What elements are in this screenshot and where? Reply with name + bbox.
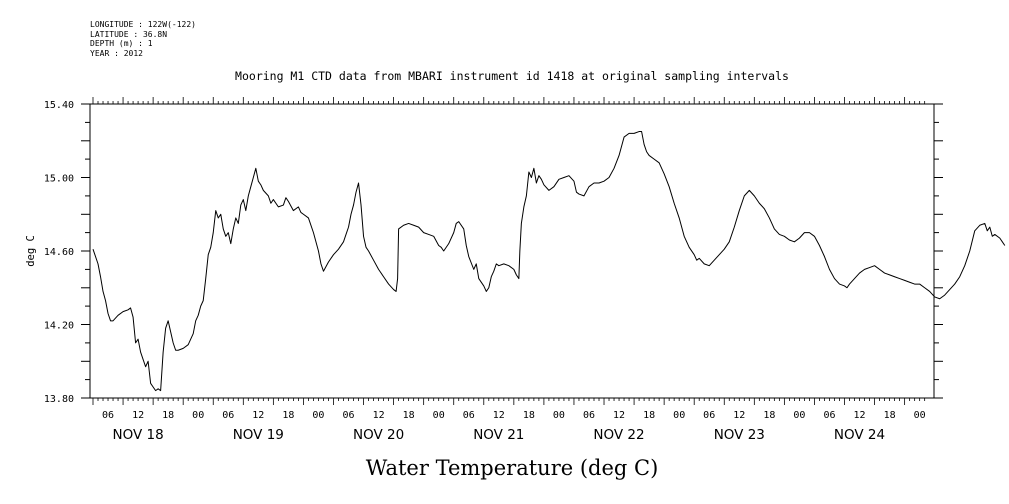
x-tick-label: 12 — [373, 410, 385, 421]
x-tick-label: 12 — [613, 410, 625, 421]
x-tick-label: 06 — [823, 410, 835, 421]
day-label: NOV 24 — [834, 427, 885, 443]
x-tick-label: 06 — [583, 410, 595, 421]
x-tick-label: 06 — [463, 410, 475, 421]
latitude-label: LATITUDE : 36.8N — [90, 29, 168, 39]
depth-label: DEPTH (m) : 1 — [90, 39, 153, 48]
x-tick-label: 18 — [523, 410, 535, 421]
x-tick-label: 12 — [853, 410, 865, 421]
x-tick-label: 12 — [252, 410, 264, 421]
x-tick-label: 18 — [162, 410, 174, 421]
x-axis-label: Water Temperature (deg C) — [366, 456, 659, 480]
series-line — [92, 131, 1006, 392]
x-tick-label: 00 — [793, 410, 805, 421]
x-tick-label: 06 — [703, 410, 715, 421]
day-label: NOV 20 — [353, 427, 404, 443]
x-tick-label: 00 — [553, 410, 565, 421]
y-axis-label: deg C — [25, 235, 37, 267]
x-tick-label: 12 — [733, 410, 745, 421]
x-tick-label: 00 — [673, 410, 685, 421]
x-tick-label: 00 — [433, 410, 445, 421]
y-tick-label: 15.40 — [44, 100, 74, 111]
x-axis: 06 12 18 00 06 12 18 00 06 12 18 00 06 12 18 00 06 12 18 00… — [92, 97, 926, 443]
x-tick-label: 12 — [493, 410, 505, 421]
x-tick-label: 18 — [403, 410, 415, 421]
x-tick-label: 00 — [312, 410, 324, 421]
day-label: NOV 19 — [233, 427, 284, 443]
day-label: NOV 22 — [593, 427, 644, 443]
day-label: NOV 18 — [112, 427, 163, 443]
x-tick-label: 06 — [222, 410, 234, 421]
y-tick-label: 14.20 — [44, 321, 74, 332]
x-tick-label: 18 — [643, 410, 655, 421]
x-tick-label: 18 — [763, 410, 775, 421]
year-label: YEAR : 2012 — [90, 48, 143, 58]
x-tick-label: 00 — [914, 410, 926, 421]
day-label: NOV 21 — [473, 427, 524, 443]
day-label: NOV 23 — [714, 427, 765, 443]
y-tick-label: 14.60 — [44, 247, 74, 258]
x-tick-label: 18 — [884, 410, 896, 421]
y-axis: 13.80 14.20 14.60 15.00 15.40 — [44, 100, 943, 405]
plot-frame — [89, 103, 935, 399]
x-tick-label: 12 — [132, 410, 144, 421]
x-tick-label: 00 — [192, 410, 204, 421]
x-tick-label: 06 — [342, 410, 354, 421]
chart-title: Mooring M1 CTD data from MBARI instrumen… — [235, 69, 789, 83]
y-tick-label: 15.00 — [44, 174, 74, 185]
y-tick-label: 13.80 — [44, 394, 74, 405]
location-header: LONGITUDE : 122W(-122) LATITUDE : 36.8N … — [90, 20, 196, 58]
x-tick-label: 06 — [102, 410, 114, 421]
longitude-label: LONGITUDE : 122W(-122) — [90, 20, 196, 29]
series-layer — [92, 131, 1006, 392]
x-tick-label: 18 — [282, 410, 294, 421]
